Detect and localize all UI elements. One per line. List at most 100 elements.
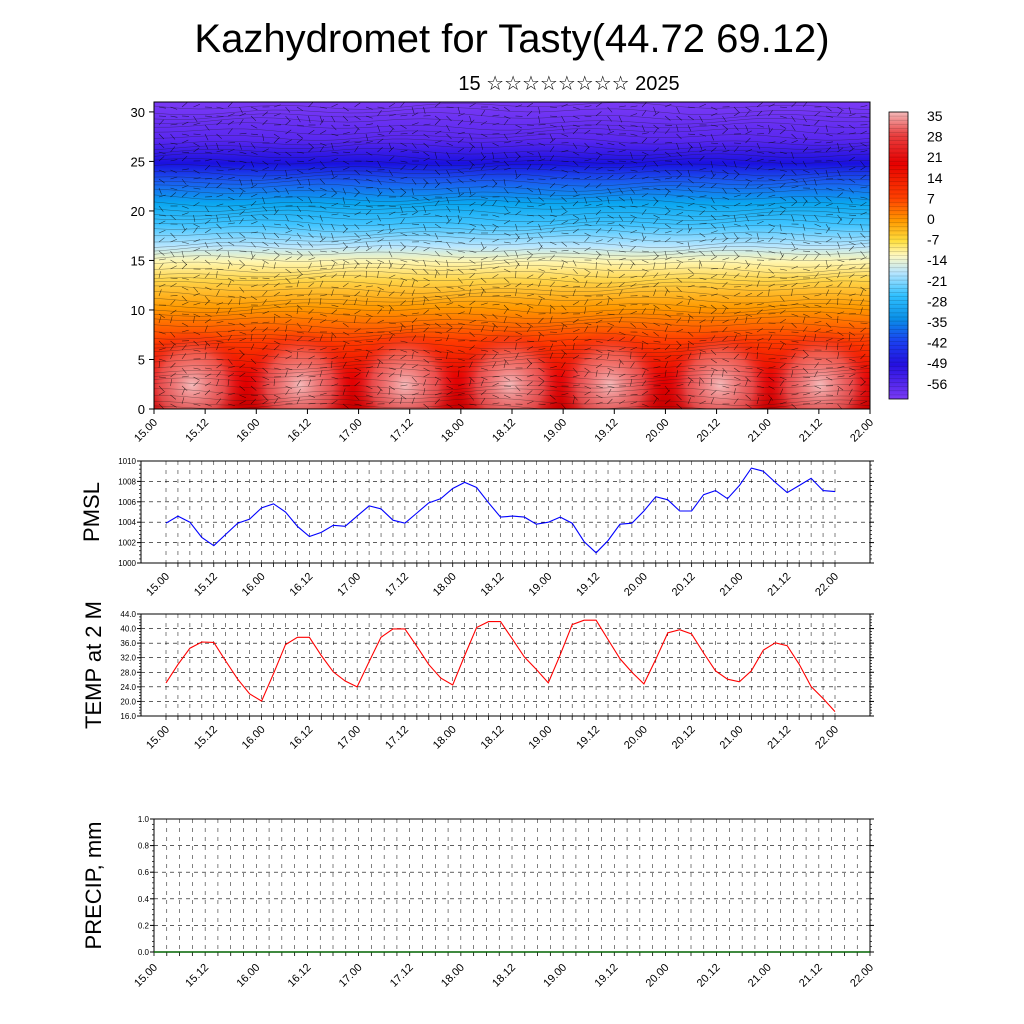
wind-barb — [480, 185, 488, 189]
wind-barb — [262, 119, 268, 126]
wind-barb — [676, 229, 683, 234]
contour-line — [154, 392, 870, 401]
wind-barb — [331, 259, 338, 264]
wind-barb — [365, 151, 373, 156]
wind-barb — [296, 304, 303, 310]
wind-barb — [331, 169, 334, 177]
wind-barb — [825, 299, 831, 306]
wind-barb — [814, 241, 822, 244]
wind-barb — [676, 241, 684, 245]
wind-barb — [273, 340, 281, 345]
wind-barb — [503, 304, 510, 311]
wind-barb — [170, 394, 177, 400]
wind-barb — [768, 394, 774, 401]
wind-barb — [319, 187, 327, 191]
wind-barb — [434, 349, 442, 354]
wind-barb — [848, 331, 856, 336]
wind-barb — [193, 214, 196, 222]
wind-barb — [354, 239, 362, 243]
x-tick-label: 15.12 — [192, 724, 220, 752]
wind-barb — [308, 277, 316, 280]
wind-barb — [745, 124, 749, 132]
wind-barb — [653, 106, 657, 114]
wind-barb — [181, 322, 189, 327]
wind-barb — [503, 325, 508, 333]
wind-barb — [227, 205, 234, 211]
wind-barb — [860, 115, 868, 118]
wind-barb — [848, 245, 855, 252]
wind-barb — [837, 147, 844, 153]
wind-barb — [193, 340, 199, 346]
wind-barb — [802, 115, 807, 123]
wind-barb — [308, 394, 316, 398]
wind-barb — [331, 115, 336, 123]
wind-barb — [791, 201, 798, 207]
wind-barb — [342, 177, 350, 180]
wind-barb — [676, 295, 684, 298]
wind-barb — [457, 365, 465, 369]
wind-barb — [250, 385, 257, 391]
wind-barb — [722, 385, 730, 389]
contour-line — [154, 229, 870, 238]
wind-barb — [768, 203, 776, 207]
wind-barb — [296, 223, 304, 227]
contour-line — [154, 372, 870, 381]
wind-barb — [607, 106, 613, 113]
wind-barb — [653, 218, 659, 225]
x-tick-label: 21.00 — [746, 962, 774, 990]
wind-barb — [768, 160, 776, 162]
wind-barb — [572, 187, 578, 194]
wind-barb — [860, 381, 866, 387]
wind-barb — [561, 295, 569, 298]
wind-barb — [825, 214, 834, 216]
wind-barb — [722, 150, 730, 153]
wind-barb — [595, 111, 602, 117]
wind-barb — [687, 331, 694, 337]
contour-line — [154, 316, 870, 324]
wind-barb — [457, 119, 464, 126]
wind-barb — [607, 187, 612, 195]
wind-barb — [860, 376, 866, 383]
wind-barb — [848, 313, 857, 315]
wind-barb — [802, 367, 809, 374]
wind-barb — [273, 273, 280, 279]
wind-barb — [492, 273, 499, 279]
x-tick-label: 20.12 — [695, 962, 723, 990]
contour-line — [154, 183, 870, 192]
wind-barb — [641, 110, 647, 117]
wind-barb — [607, 281, 613, 288]
colorbar-label: -14 — [927, 252, 947, 268]
wind-barb — [595, 401, 603, 405]
wind-barb — [204, 325, 208, 333]
wind-barb — [296, 255, 303, 261]
wind-barb — [193, 292, 201, 297]
wind-barb — [779, 205, 787, 210]
wind-barb — [331, 124, 337, 131]
wind-barb — [779, 209, 786, 216]
wind-barb — [561, 349, 567, 355]
wind-barb — [262, 223, 267, 231]
wind-barb — [733, 194, 741, 198]
wind-barb — [388, 348, 396, 351]
wind-barb — [204, 124, 210, 131]
wind-barb — [480, 367, 488, 371]
wind-barb — [779, 363, 786, 369]
wind-barb — [239, 142, 242, 150]
wind-barb — [388, 387, 390, 396]
wind-barb — [193, 103, 201, 108]
contour-line — [154, 382, 870, 391]
wind-barb — [193, 177, 201, 180]
wind-barb — [768, 366, 776, 369]
wind-barb — [745, 192, 752, 198]
x-tick-label: 19.00 — [526, 571, 554, 599]
wind-barb — [572, 124, 580, 128]
wind-barb — [239, 250, 247, 253]
wind-barb — [227, 187, 235, 192]
wind-barb — [503, 141, 511, 144]
wind-barb — [641, 132, 649, 135]
wind-barb — [618, 289, 623, 297]
wind-barb — [308, 115, 311, 123]
wind-barb — [687, 340, 694, 346]
wind-barb — [837, 218, 842, 225]
wind-barb — [319, 106, 327, 109]
